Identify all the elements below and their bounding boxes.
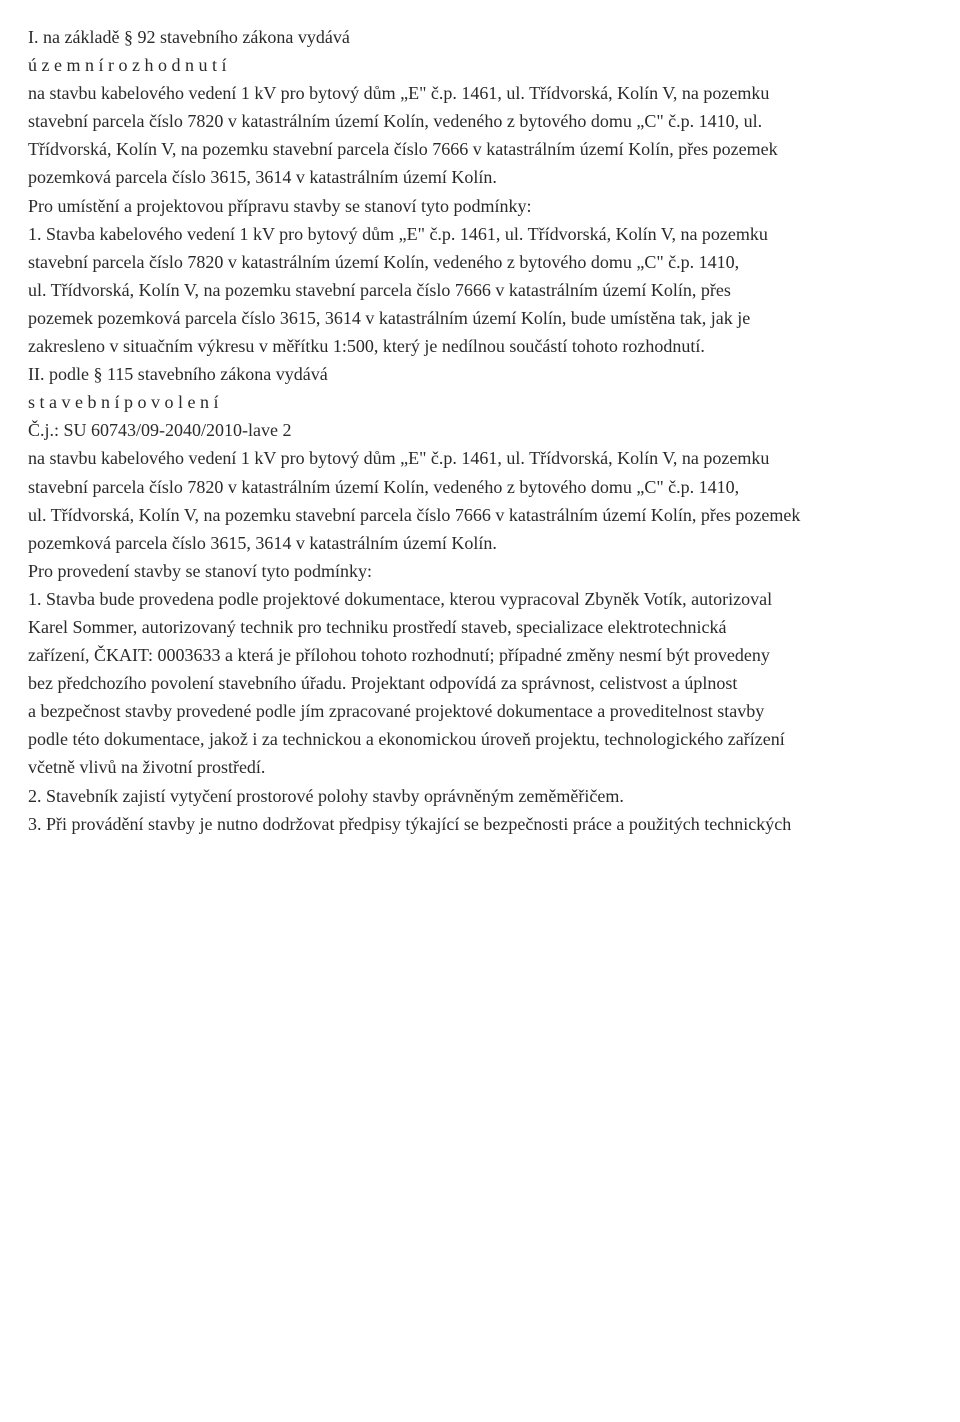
text-line: II. podle § 115 stavebního zákona vydává — [28, 361, 932, 387]
text-line: Č.j.: SU 60743/09-2040/2010-lave 2 — [28, 417, 932, 443]
text-line: ú z e m n í r o z h o d n u t í — [28, 52, 932, 78]
text-line: stavební parcela číslo 7820 v katastráln… — [28, 474, 932, 500]
text-line: na stavbu kabelového vedení 1 kV pro byt… — [28, 80, 932, 106]
text-line: ul. Třídvorská, Kolín V, na pozemku stav… — [28, 277, 932, 303]
text-line: pozemek pozemková parcela číslo 3615, 36… — [28, 305, 932, 331]
text-line: 3. Při provádění stavby je nutno dodržov… — [28, 811, 932, 837]
text-line: stavební parcela číslo 7820 v katastráln… — [28, 249, 932, 275]
text-line: Třídvorská, Kolín V, na pozemku stavební… — [28, 136, 932, 162]
text-line: ul. Třídvorská, Kolín V, na pozemku stav… — [28, 502, 932, 528]
text-line: a bezpečnost stavby provedené podle jím … — [28, 698, 932, 724]
text-line: pozemková parcela číslo 3615, 3614 v kat… — [28, 164, 932, 190]
text-line: na stavbu kabelového vedení 1 kV pro byt… — [28, 445, 932, 471]
text-line: s t a v e b n í p o v o l e n í — [28, 389, 932, 415]
text-line: zařízení, ČKAIT: 0003633 a která je příl… — [28, 642, 932, 668]
text-line: Pro umístění a projektovou přípravu stav… — [28, 193, 932, 219]
text-line: I. na základě § 92 stavebního zákona vyd… — [28, 24, 932, 50]
text-line: Pro provedení stavby se stanoví tyto pod… — [28, 558, 932, 584]
text-line: 2. Stavebník zajistí vytyčení prostorové… — [28, 783, 932, 809]
text-line: 1. Stavba bude provedena podle projektov… — [28, 586, 932, 612]
text-line: Karel Sommer, autorizovaný technik pro t… — [28, 614, 932, 640]
text-line: pozemková parcela číslo 3615, 3614 v kat… — [28, 530, 932, 556]
text-line: zakresleno v situačním výkresu v měřítku… — [28, 333, 932, 359]
text-line: bez předchozího povolení stavebního úřad… — [28, 670, 932, 696]
text-line: včetně vlivů na životní prostředí. — [28, 754, 932, 780]
text-line: 1. Stavba kabelového vedení 1 kV pro byt… — [28, 221, 932, 247]
text-line: stavební parcela číslo 7820 v katastráln… — [28, 108, 932, 134]
text-line: podle této dokumentace, jakož i za techn… — [28, 726, 932, 752]
